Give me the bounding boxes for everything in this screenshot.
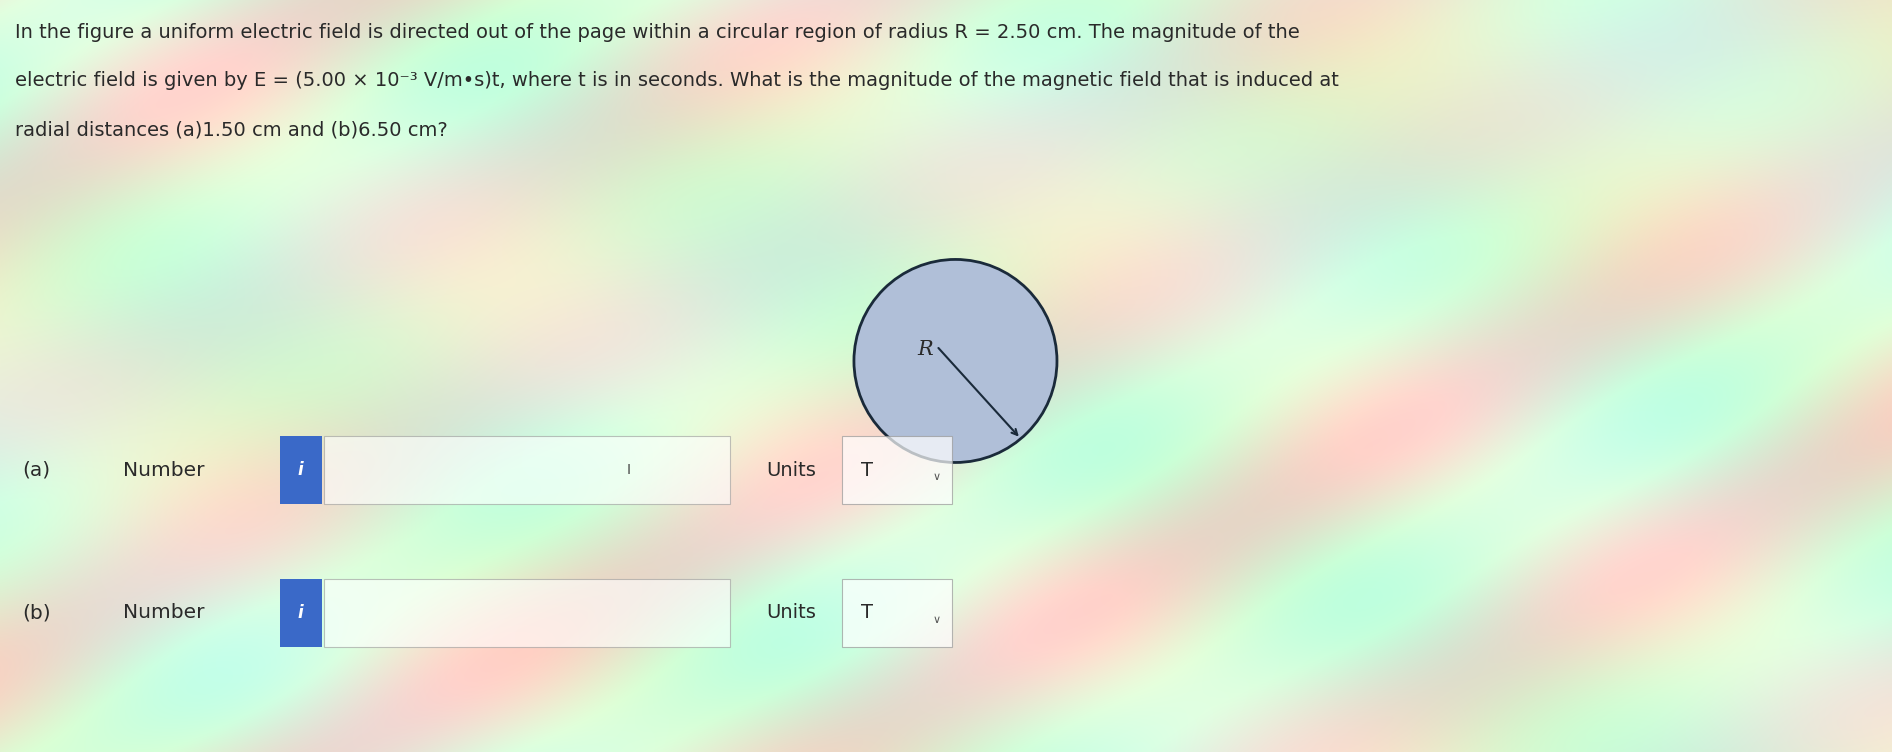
FancyBboxPatch shape — [324, 436, 730, 504]
Text: (b): (b) — [23, 603, 51, 623]
Text: i: i — [297, 461, 305, 479]
Text: ∨: ∨ — [933, 614, 940, 625]
Text: T: T — [861, 603, 872, 623]
Text: ∨: ∨ — [933, 472, 940, 482]
FancyBboxPatch shape — [280, 579, 322, 647]
Text: (a): (a) — [23, 460, 51, 480]
Text: Number: Number — [123, 603, 204, 623]
Text: radial distances (a)1.50 cm and (b)6.50 cm?: radial distances (a)1.50 cm and (b)6.50 … — [15, 120, 448, 139]
FancyBboxPatch shape — [280, 436, 322, 504]
Ellipse shape — [853, 259, 1058, 462]
Text: In the figure a uniform electric field is directed out of the page within a circ: In the figure a uniform electric field i… — [15, 23, 1300, 41]
FancyBboxPatch shape — [324, 579, 730, 647]
Text: i: i — [297, 604, 305, 622]
Text: electric field is given by E = (5.00 × 10⁻³ V/m•s)t, where t is in seconds. What: electric field is given by E = (5.00 × 1… — [15, 71, 1340, 90]
Text: R: R — [918, 340, 933, 359]
Text: I: I — [626, 463, 630, 477]
Text: Units: Units — [766, 603, 815, 623]
FancyBboxPatch shape — [842, 579, 952, 647]
Text: Units: Units — [766, 460, 815, 480]
Text: T: T — [861, 460, 872, 480]
FancyBboxPatch shape — [842, 436, 952, 504]
Text: Number: Number — [123, 460, 204, 480]
